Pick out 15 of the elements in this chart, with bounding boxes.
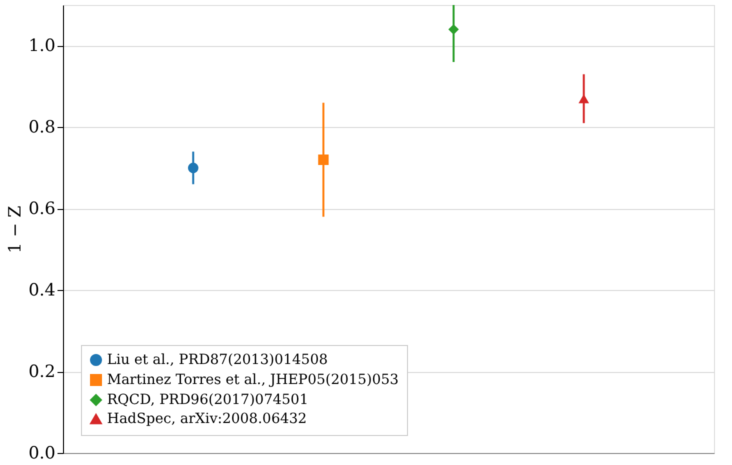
y-tick-label: 0.8	[28, 118, 56, 138]
legend-label: RQCD, PRD96(2017)074501	[107, 392, 308, 408]
point	[188, 162, 198, 174]
y-tick-label: 0.2	[28, 362, 56, 382]
legend-label: Martinez Torres et al., JHEP05(2015)053	[107, 372, 399, 388]
point	[318, 154, 329, 166]
y-tick-label: 0.4	[28, 280, 56, 301]
y-axis-title: 1 − Z	[5, 205, 26, 254]
y-tick-label: 0.0	[28, 444, 56, 464]
point	[448, 24, 459, 35]
y-tick-label: 1.0	[28, 36, 56, 56]
y-tick-label: 0.6	[28, 199, 56, 220]
point	[578, 94, 590, 104]
legend-label: Liu et al., PRD87(2013)014508	[107, 352, 328, 368]
legend-label: HadSpec, arXiv:2008.06432	[107, 411, 307, 427]
